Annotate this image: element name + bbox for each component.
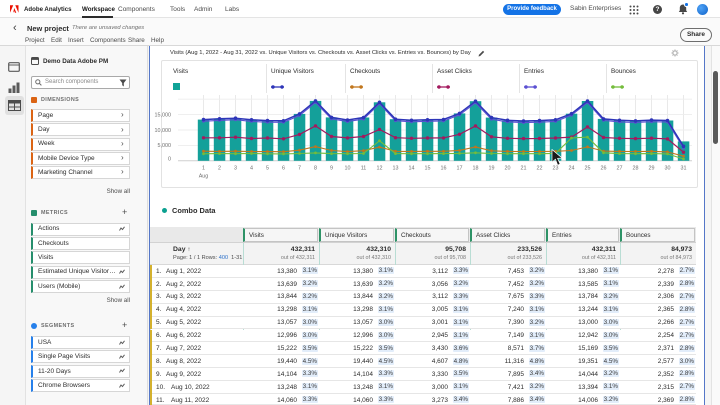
svg-text:3: 3	[234, 166, 237, 172]
svg-text:29: 29	[649, 166, 655, 172]
svg-text:30: 30	[665, 166, 671, 172]
svg-text:26: 26	[601, 166, 607, 172]
svg-text:16: 16	[441, 166, 447, 172]
svg-text:25: 25	[585, 166, 591, 172]
svg-text:Aug: Aug	[199, 174, 209, 180]
svg-text:5,000: 5,000	[158, 143, 172, 149]
svg-text:10,000: 10,000	[155, 128, 172, 134]
svg-text:18: 18	[473, 166, 479, 172]
svg-text:6: 6	[282, 166, 285, 172]
svg-text:12: 12	[377, 166, 383, 172]
svg-text:17: 17	[457, 166, 463, 172]
svg-text:14: 14	[409, 166, 415, 172]
svg-text:4: 4	[250, 166, 253, 172]
svg-text:28: 28	[633, 166, 639, 172]
svg-text:22: 22	[537, 166, 543, 172]
svg-text:8: 8	[314, 166, 317, 172]
svg-text:13: 13	[393, 166, 399, 172]
svg-text:27: 27	[617, 166, 623, 172]
svg-text:0: 0	[168, 156, 171, 162]
svg-text:24: 24	[569, 166, 575, 172]
svg-text:10: 10	[345, 166, 351, 172]
svg-text:15: 15	[425, 166, 431, 172]
svg-text:20: 20	[505, 166, 511, 172]
svg-text:7: 7	[298, 166, 301, 172]
svg-text:21: 21	[521, 166, 527, 172]
svg-text:9: 9	[330, 166, 333, 172]
svg-text:5: 5	[266, 166, 269, 172]
svg-text:23: 23	[553, 166, 559, 172]
svg-text:1: 1	[202, 166, 205, 172]
svg-text:2: 2	[218, 166, 221, 172]
svg-text:15,000: 15,000	[155, 112, 172, 118]
svg-text:11: 11	[361, 166, 367, 172]
svg-text:31: 31	[681, 166, 687, 172]
svg-text:19: 19	[489, 166, 495, 172]
